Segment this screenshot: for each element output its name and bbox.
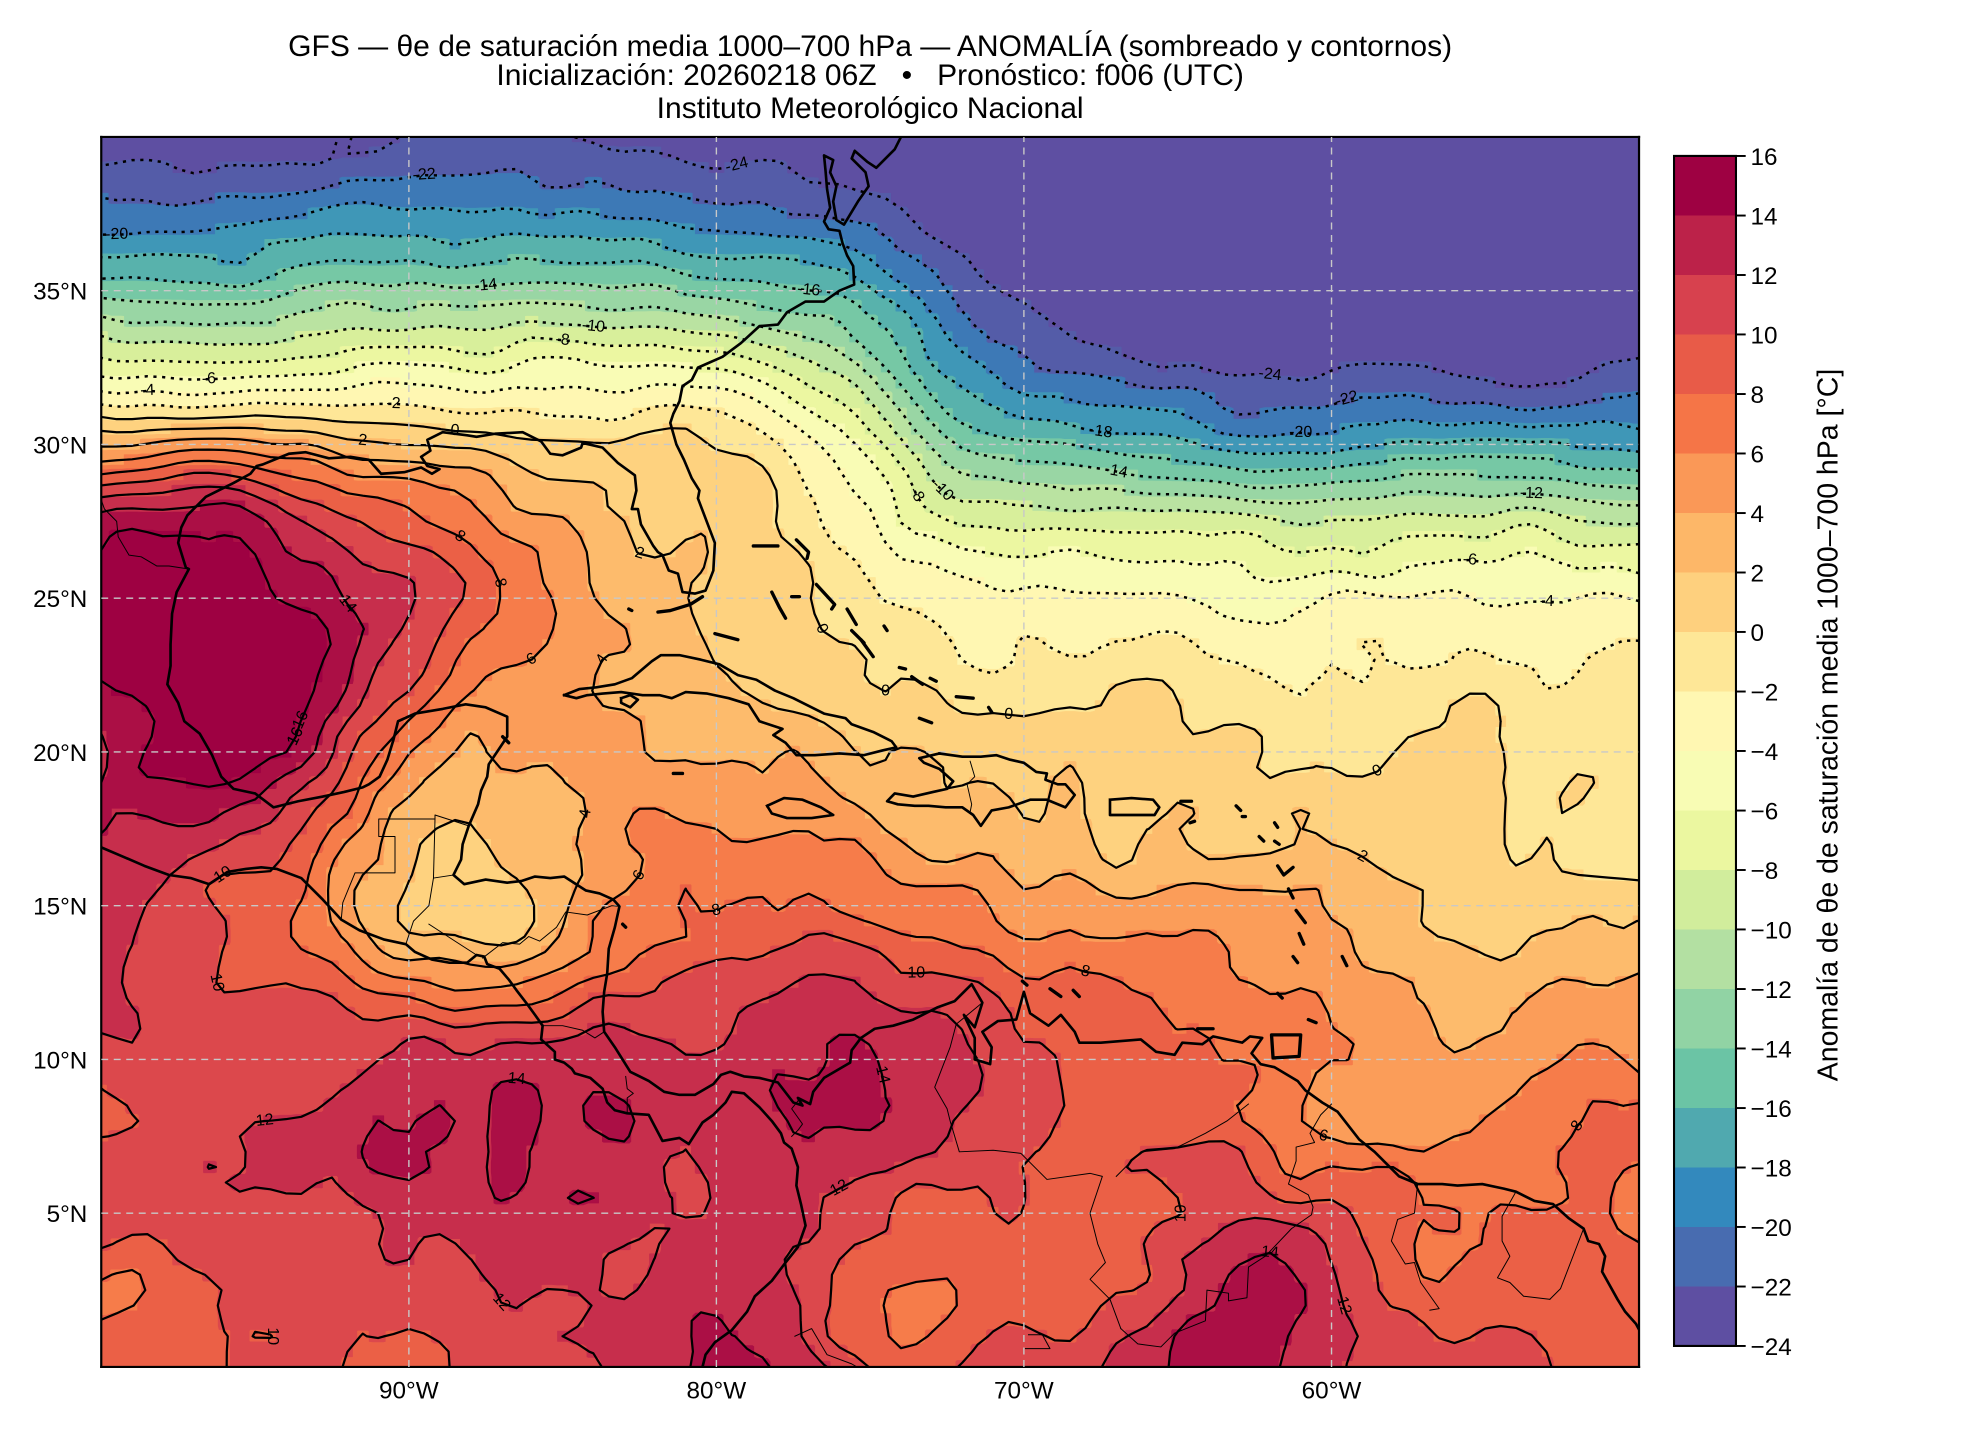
svg-text:−6: −6 — [1751, 798, 1779, 825]
svg-text:0: 0 — [1003, 705, 1014, 723]
svg-text:14: 14 — [872, 1064, 893, 1085]
svg-text:-18: -18 — [1088, 422, 1113, 442]
svg-text:Anomalía de θe de saturación m: Anomalía de θe de saturación media 1000–… — [1813, 369, 1845, 1082]
svg-text:-22: -22 — [1333, 388, 1360, 411]
svg-text:−18: −18 — [1751, 1155, 1792, 1182]
svg-text:10: 10 — [211, 863, 235, 887]
svg-text:8: 8 — [491, 576, 510, 589]
svg-text:−24: −24 — [1751, 1334, 1792, 1361]
svg-text:-20: -20 — [1289, 424, 1312, 441]
svg-text:16: 16 — [284, 725, 307, 748]
svg-text:70°W: 70°W — [994, 1377, 1054, 1404]
svg-text:-14: -14 — [473, 276, 498, 295]
svg-text:-24: -24 — [1258, 365, 1283, 385]
svg-text:GFS — θe de saturación media 1: GFS — θe de saturación media 1000–700 hP… — [288, 30, 1452, 63]
svg-text:10: 10 — [907, 964, 925, 981]
svg-text:−16: −16 — [1751, 1096, 1792, 1123]
svg-text:0: 0 — [881, 683, 890, 700]
svg-text:12: 12 — [827, 1176, 851, 1199]
svg-text:−22: −22 — [1751, 1274, 1792, 1301]
svg-text:2: 2 — [358, 432, 369, 450]
svg-text:-20: -20 — [105, 226, 129, 244]
svg-text:80°W: 80°W — [687, 1377, 747, 1404]
svg-text:14: 14 — [1260, 1243, 1279, 1262]
svg-text:16: 16 — [1751, 144, 1778, 171]
svg-text:12: 12 — [1333, 1295, 1354, 1317]
svg-text:8: 8 — [1751, 382, 1765, 409]
svg-text:−20: −20 — [1751, 1215, 1792, 1242]
svg-text:−8: −8 — [1751, 858, 1779, 885]
svg-text:14: 14 — [1751, 203, 1778, 230]
svg-text:2: 2 — [1751, 560, 1765, 587]
svg-text:−12: −12 — [1751, 977, 1792, 1004]
svg-text:8: 8 — [1079, 962, 1091, 981]
svg-text:10: 10 — [1173, 1204, 1190, 1222]
svg-text:12: 12 — [255, 1111, 275, 1130]
svg-text:-6: -6 — [201, 370, 216, 387]
svg-text:6: 6 — [1751, 441, 1765, 468]
svg-text:−4: −4 — [1751, 739, 1779, 766]
svg-text:Inicialización: 20260218 06Z: Inicialización: 20260218 06Z • Pronóstic… — [496, 59, 1244, 92]
svg-text:−10: −10 — [1751, 917, 1792, 944]
svg-text:-24: -24 — [724, 154, 751, 176]
svg-text:10: 10 — [264, 1327, 281, 1345]
svg-text:16: 16 — [289, 708, 312, 731]
svg-text:6: 6 — [1317, 1127, 1330, 1146]
svg-text:-6: -6 — [1462, 551, 1478, 569]
svg-text:-4: -4 — [140, 382, 155, 399]
svg-text:4: 4 — [1751, 501, 1765, 528]
svg-text:10: 10 — [207, 972, 228, 993]
svg-text:16: 16 — [284, 725, 307, 748]
svg-text:5°N: 5°N — [47, 1201, 88, 1228]
svg-text:-12: -12 — [1520, 485, 1544, 503]
svg-text:90°W: 90°W — [379, 1377, 439, 1404]
svg-text:-4: -4 — [1539, 593, 1554, 610]
svg-text:-22: -22 — [412, 166, 436, 184]
svg-text:30°N: 30°N — [33, 432, 87, 459]
svg-text:10°N: 10°N — [33, 1047, 87, 1074]
svg-text:60°W: 60°W — [1302, 1377, 1362, 1404]
svg-text:0: 0 — [1751, 620, 1765, 647]
svg-text:-8: -8 — [555, 331, 571, 349]
svg-text:25°N: 25°N — [33, 586, 87, 613]
svg-text:20°N: 20°N — [33, 740, 87, 767]
svg-text:8: 8 — [710, 901, 723, 920]
svg-text:10: 10 — [1751, 322, 1778, 349]
svg-text:Instituto Meteorológico Nacion: Instituto Meteorológico Nacional — [657, 92, 1084, 125]
svg-text:-10: -10 — [581, 317, 606, 336]
svg-text:35°N: 35°N — [33, 279, 87, 306]
svg-text:-2: -2 — [386, 395, 401, 412]
svg-text:−14: −14 — [1751, 1036, 1792, 1063]
svg-text:4: 4 — [577, 808, 595, 819]
svg-text:12: 12 — [1751, 263, 1778, 290]
svg-text:0: 0 — [450, 422, 460, 440]
svg-text:14: 14 — [507, 1070, 526, 1088]
svg-text:15°N: 15°N — [33, 894, 87, 921]
svg-text:-14: -14 — [1103, 461, 1129, 482]
svg-text:-16: -16 — [796, 280, 821, 299]
svg-text:−2: −2 — [1751, 679, 1779, 706]
